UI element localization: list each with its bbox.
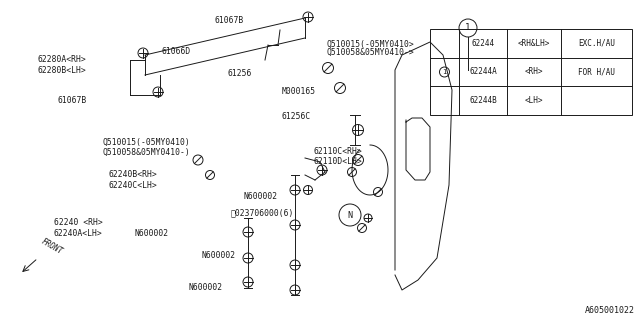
Text: 62240A<LH>: 62240A<LH> bbox=[54, 229, 102, 238]
Text: 62280A<RH>: 62280A<RH> bbox=[38, 55, 86, 64]
Text: 62280B<LH>: 62280B<LH> bbox=[38, 66, 86, 75]
Text: A605001022: A605001022 bbox=[585, 306, 635, 315]
Text: 62244A: 62244A bbox=[469, 68, 497, 76]
Text: Q510015(-05MY0410): Q510015(-05MY0410) bbox=[102, 138, 190, 147]
Text: 61067B: 61067B bbox=[57, 96, 86, 105]
Text: N600002: N600002 bbox=[189, 284, 223, 292]
Text: ⓝ023706000(6): ⓝ023706000(6) bbox=[230, 208, 294, 217]
Text: 61256: 61256 bbox=[227, 69, 252, 78]
Bar bbox=[430, 29, 632, 115]
Text: 62244: 62244 bbox=[471, 39, 495, 48]
Text: 61067B: 61067B bbox=[214, 16, 244, 25]
Text: FRONT: FRONT bbox=[40, 237, 65, 256]
Text: 62240B<RH>: 62240B<RH> bbox=[108, 170, 157, 179]
Text: <RH&LH>: <RH&LH> bbox=[518, 39, 550, 48]
Text: 61256C: 61256C bbox=[282, 112, 311, 121]
Text: Q510058&05MY0410-): Q510058&05MY0410-) bbox=[102, 148, 190, 156]
Text: EXC.H/AU: EXC.H/AU bbox=[578, 39, 615, 48]
Text: 62240C<LH>: 62240C<LH> bbox=[108, 181, 157, 190]
Text: 62110C<RH>: 62110C<RH> bbox=[314, 148, 362, 156]
Text: N600002: N600002 bbox=[202, 252, 236, 260]
Text: N: N bbox=[348, 211, 353, 220]
Text: 62244B: 62244B bbox=[469, 96, 497, 105]
Text: <RH>: <RH> bbox=[525, 68, 543, 76]
Text: N600002: N600002 bbox=[134, 229, 168, 238]
Text: N600002: N600002 bbox=[243, 192, 277, 201]
Text: 62240 <RH>: 62240 <RH> bbox=[54, 218, 102, 227]
Text: 1: 1 bbox=[465, 23, 470, 33]
Text: 61066D: 61066D bbox=[162, 47, 191, 56]
Text: <LH>: <LH> bbox=[525, 96, 543, 105]
Text: Q510015(-05MY0410>: Q510015(-05MY0410> bbox=[326, 40, 414, 49]
Text: M000165: M000165 bbox=[282, 87, 316, 96]
Text: Q510058&05MY0410->: Q510058&05MY0410-> bbox=[326, 48, 414, 57]
Text: 1: 1 bbox=[442, 69, 447, 75]
Text: FOR H/AU: FOR H/AU bbox=[578, 68, 615, 76]
Text: 62110D<LH>: 62110D<LH> bbox=[314, 157, 362, 166]
